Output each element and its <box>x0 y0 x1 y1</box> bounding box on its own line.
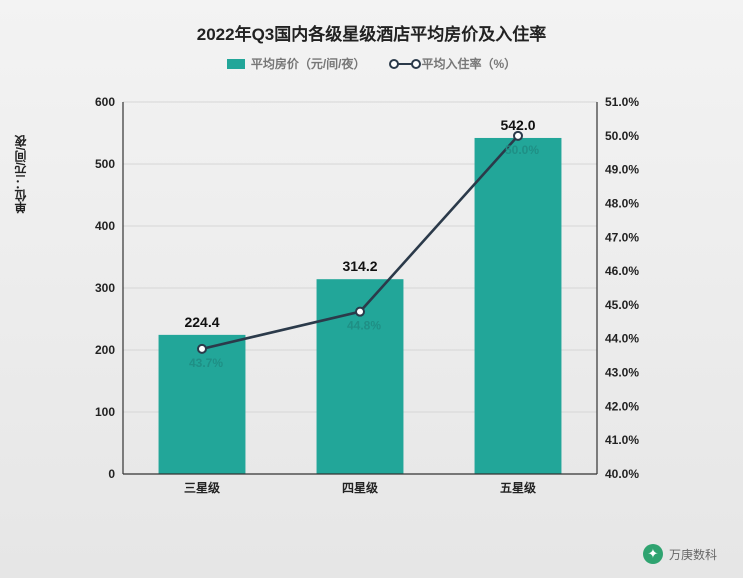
bar-swatch <box>227 59 245 69</box>
wechat-icon: ✦ <box>643 544 663 564</box>
legend-line: 平均入住率（%） <box>394 55 517 72</box>
category-label: 五星级 <box>500 480 536 495</box>
y-axis-title: 单位：元/间/夜 <box>12 135 29 214</box>
chart-title: 2022年Q3国内各级星级酒店平均房价及入住率 <box>0 0 743 45</box>
footer-brand: ✦ 万庚数科 <box>643 544 717 564</box>
line-value-label: 43.7% <box>189 356 223 370</box>
line-swatch <box>394 63 416 65</box>
chart-plot: 0 100 200 300 400 500 600 40.0% 41.0% 42.0% 43.0%… <box>85 96 645 504</box>
svg-text:40.0%: 40.0% <box>605 467 639 481</box>
svg-text:43.0%: 43.0% <box>605 366 639 380</box>
svg-text:200: 200 <box>95 343 115 357</box>
svg-text:47.0%: 47.0% <box>605 230 639 244</box>
svg-text:42.0%: 42.0% <box>605 399 639 413</box>
legend-line-label: 平均入住率（%） <box>422 55 517 72</box>
bar-value-label: 314.2 <box>342 258 377 274</box>
bar <box>475 138 562 474</box>
legend: 平均房价（元/间/夜） 平均入住率（%） <box>0 55 743 72</box>
brand-text: 万庚数科 <box>669 546 717 563</box>
svg-text:600: 600 <box>95 96 115 109</box>
svg-text:300: 300 <box>95 281 115 295</box>
line-marker <box>514 132 522 140</box>
svg-text:46.0%: 46.0% <box>605 264 639 278</box>
bar-value-label: 542.0 <box>500 117 535 133</box>
svg-text:41.0%: 41.0% <box>605 433 639 447</box>
category-label: 四星级 <box>342 480 378 495</box>
legend-bar: 平均房价（元/间/夜） <box>227 55 366 72</box>
svg-text:51.0%: 51.0% <box>605 96 639 109</box>
category-label: 三星级 <box>184 480 220 495</box>
line-marker <box>356 308 364 316</box>
svg-text:400: 400 <box>95 219 115 233</box>
bar-value-label: 224.4 <box>184 314 219 330</box>
svg-text:44.0%: 44.0% <box>605 332 639 346</box>
legend-bar-label: 平均房价（元/间/夜） <box>251 55 366 72</box>
line-value-label: 44.8% <box>347 319 381 333</box>
svg-text:48.0%: 48.0% <box>605 196 639 210</box>
line-value-label: 50.0% <box>505 143 539 157</box>
svg-text:500: 500 <box>95 157 115 171</box>
svg-text:0: 0 <box>108 467 115 481</box>
svg-text:45.0%: 45.0% <box>605 298 639 312</box>
svg-text:49.0%: 49.0% <box>605 163 639 177</box>
line-marker <box>198 345 206 353</box>
svg-text:50.0%: 50.0% <box>605 129 639 143</box>
svg-text:100: 100 <box>95 405 115 419</box>
